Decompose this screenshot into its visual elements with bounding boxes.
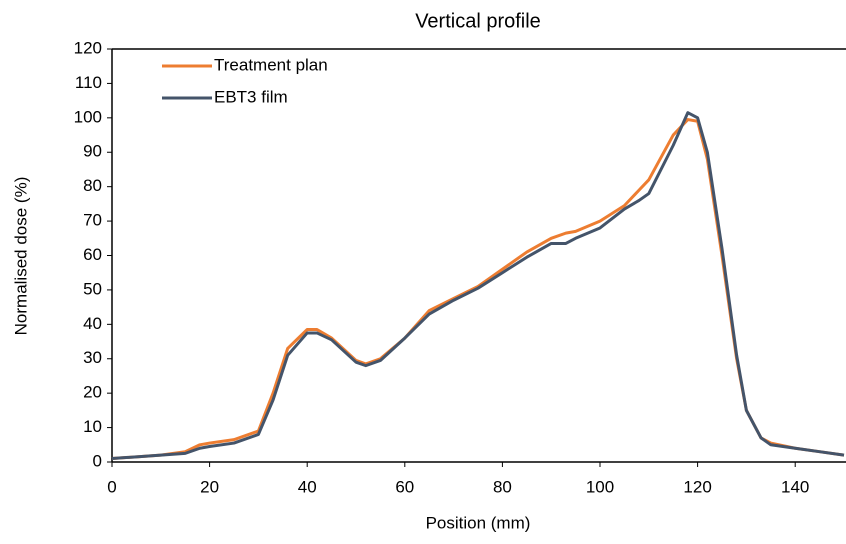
y-tick-label: 60 — [83, 245, 102, 264]
x-tick-label: 60 — [395, 477, 414, 496]
y-tick-label: 10 — [83, 417, 102, 436]
x-tick-label: 140 — [781, 477, 809, 496]
x-tick-label: 0 — [107, 477, 116, 496]
y-tick-label: 50 — [83, 279, 102, 298]
y-tick-label: 100 — [74, 107, 102, 126]
y-tick-label: 0 — [93, 451, 102, 470]
y-tick-label: 70 — [83, 211, 102, 230]
x-tick-label: 120 — [683, 477, 711, 496]
y-tick-label: 30 — [83, 348, 102, 367]
y-tick-label: 80 — [83, 176, 102, 195]
series-line — [111, 111, 845, 461]
legend-label: EBT3 film — [214, 87, 288, 106]
chart-title: Vertical profile — [415, 10, 541, 32]
x-tick-label: 40 — [298, 477, 317, 496]
y-tick-label: 120 — [74, 38, 102, 57]
x-tick-label: 20 — [200, 477, 219, 496]
y-tick-label: 90 — [83, 142, 102, 161]
x-axis-label: Position (mm) — [426, 513, 531, 532]
x-tick-label: 100 — [586, 477, 614, 496]
y-tick-label: 40 — [83, 314, 102, 333]
plot-frame — [111, 48, 846, 463]
y-tick-label: 110 — [75, 73, 102, 92]
y-tick-label: 20 — [83, 383, 102, 402]
x-tick-label: 80 — [493, 477, 512, 496]
legend-label: Treatment plan — [214, 55, 328, 74]
y-axis-label: Normalised dose (%) — [11, 177, 30, 336]
